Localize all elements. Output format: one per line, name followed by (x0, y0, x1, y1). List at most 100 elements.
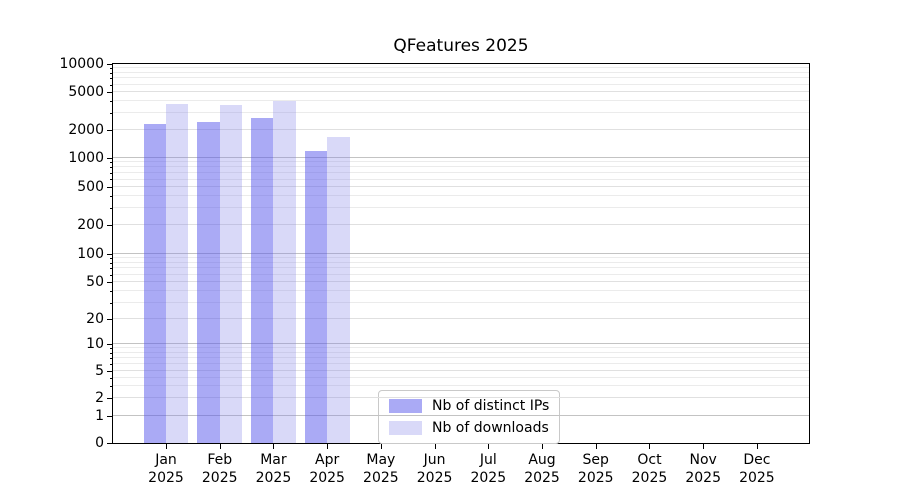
y-minor-tick (110, 363, 113, 365)
x-tick-month: May (366, 452, 396, 468)
bar-jan-downloads (166, 103, 189, 443)
x-tick-mark (380, 444, 382, 449)
y-minor-tick (110, 258, 113, 260)
y-tick-mark (107, 187, 113, 189)
x-tick-label: Dec 2025 (717, 451, 797, 487)
plot-area: Nb of distinct IPs Nb of downloads (112, 63, 810, 444)
x-tick-label: Jan 2025 (126, 451, 206, 487)
y-tick-mark (107, 92, 113, 94)
y-tick-label: 0 (95, 435, 104, 451)
minor-gridline (113, 77, 809, 79)
y-tick-label: 10000 (59, 56, 104, 72)
major-gridline (113, 252, 809, 254)
x-tick-mark (595, 444, 597, 449)
legend-item-distinct-ips: Nb of distinct IPs (389, 398, 549, 414)
x-tick-mark (649, 444, 651, 449)
gridline (113, 91, 809, 93)
minor-gridline (113, 195, 809, 197)
minor-gridline (113, 67, 809, 69)
y-tick-label: 20 (86, 311, 104, 328)
legend-swatch-distinct-ips (389, 399, 422, 413)
y-tick-mark (107, 319, 113, 321)
x-tick-year: 2025 (255, 470, 292, 486)
y-tick-mark (107, 370, 113, 372)
x-tick-year: 2025 (363, 470, 399, 486)
y-tick-mark (107, 129, 113, 131)
x-tick-mark (273, 444, 275, 449)
y-minor-tick (110, 179, 113, 181)
y-tick-label: 5 (95, 362, 104, 379)
major-gridline (113, 343, 809, 345)
y-tick-mark (107, 397, 113, 399)
minor-gridline (113, 257, 809, 259)
x-tick-mark (166, 444, 167, 449)
y-minor-tick (110, 162, 113, 164)
major-gridline (113, 157, 809, 158)
minor-gridline (113, 362, 809, 364)
minor-gridline (113, 273, 809, 275)
legend-swatch-downloads (389, 421, 422, 435)
y-tick-mark (107, 443, 113, 444)
x-tick-month: Aug (528, 452, 556, 468)
minor-gridline (113, 83, 809, 85)
y-tick-mark (107, 281, 113, 283)
major-gridline (113, 415, 809, 417)
x-tick-label: Mar 2025 (233, 451, 313, 487)
x-tick-month: Jun (423, 452, 446, 468)
gridline (113, 224, 809, 226)
y-tick-label: 5000 (68, 84, 104, 101)
y-tick-mark (107, 416, 113, 418)
x-tick-mark (327, 444, 329, 449)
minor-gridline (113, 207, 809, 209)
y-minor-tick (110, 352, 113, 354)
x-tick-label: Jul 2025 (448, 451, 528, 487)
minor-gridline (113, 267, 809, 269)
x-tick-mark (488, 444, 490, 449)
x-tick-month: Feb (207, 452, 233, 468)
x-tick-label: Jun 2025 (395, 451, 475, 487)
x-tick-mark (219, 444, 221, 449)
bar-mar-downloads (273, 101, 296, 443)
bar-mar-distinct-ips (251, 118, 274, 443)
x-tick-month: Apr (315, 452, 340, 468)
minor-gridline (113, 301, 809, 303)
bar-jan-distinct-ips (143, 124, 166, 443)
x-tick-mark (542, 444, 544, 449)
minor-gridline (113, 351, 809, 353)
bar-feb-downloads (219, 105, 243, 443)
y-tick-label: 500 (77, 179, 104, 196)
y-minor-tick (110, 357, 113, 359)
x-tick-label: Aug 2025 (502, 451, 582, 487)
x-tick-label: Oct 2025 (609, 451, 689, 487)
legend-item-downloads: Nb of downloads (389, 420, 549, 436)
minor-gridline (113, 172, 809, 174)
gridline (113, 186, 809, 188)
y-minor-tick (110, 348, 113, 350)
x-tick-label: Feb 2025 (180, 451, 260, 487)
y-minor-tick (110, 113, 113, 115)
y-minor-tick (110, 167, 113, 169)
x-tick-year: 2025 (577, 470, 614, 486)
y-tick-mark (107, 344, 113, 346)
x-tick-year: 2025 (148, 470, 184, 486)
minor-gridline (113, 356, 809, 358)
minor-gridline (113, 347, 809, 349)
y-minor-tick (110, 302, 113, 304)
y-tick-label: 2 (95, 389, 104, 406)
y-minor-tick (110, 274, 113, 276)
minor-gridline (113, 376, 809, 378)
y-minor-tick (110, 377, 113, 379)
y-tick-mark (107, 157, 113, 159)
x-tick-year: 2025 (470, 470, 507, 486)
y-minor-tick (110, 68, 113, 70)
y-tick-label: 1000 (68, 149, 104, 166)
y-tick-label: 100 (77, 245, 104, 262)
x-tick-label: May 2025 (341, 451, 421, 487)
x-tick-label: Nov 2025 (663, 451, 743, 487)
y-minor-tick (110, 78, 113, 80)
y-minor-tick (110, 290, 113, 292)
gridline (113, 318, 809, 320)
bar-feb-distinct-ips (197, 121, 220, 443)
x-tick-year: 2025 (685, 470, 721, 486)
